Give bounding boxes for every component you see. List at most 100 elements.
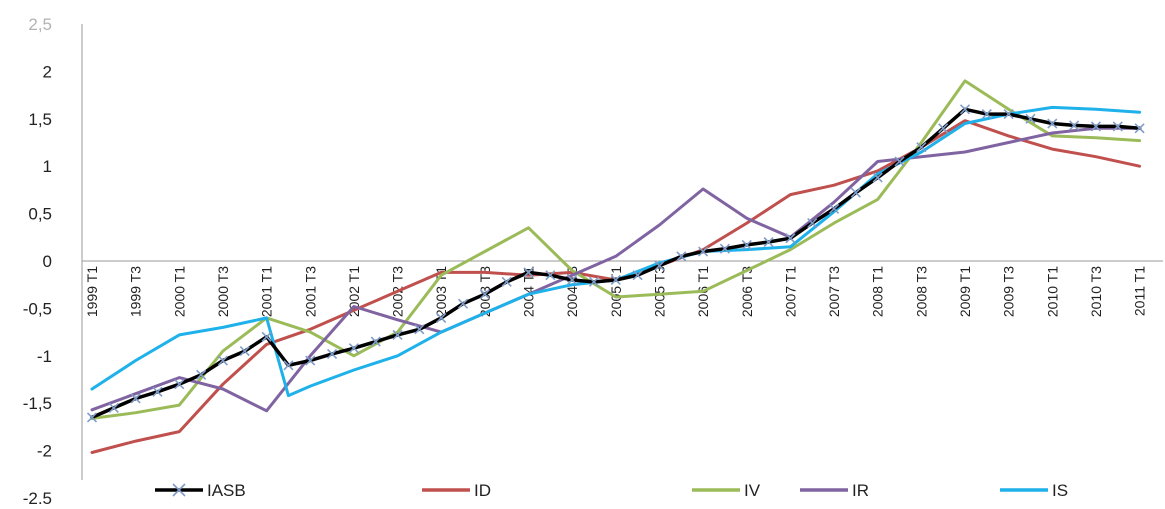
x-tick-label: 2000 T3 — [215, 266, 231, 317]
y-tick-label: 1,5 — [28, 110, 52, 129]
data-point-marker — [457, 298, 469, 309]
data-point-marker — [174, 379, 185, 390]
x-tick-label: 2008 T1 — [870, 266, 886, 317]
series-line-iv — [90, 79, 1142, 420]
y-tick-label: -1 — [37, 347, 52, 366]
y-tick-label: -2 — [37, 442, 52, 461]
data-point-marker — [152, 386, 163, 397]
series-line-is — [90, 105, 1142, 398]
data-point-marker — [785, 233, 796, 244]
data-point-marker — [719, 243, 730, 254]
legend-label-iasb: IASB — [207, 481, 246, 500]
data-point-marker — [217, 355, 229, 366]
x-tick-label: 2010 T1 — [1044, 266, 1060, 317]
y-axis: -2,5 -2 -1,5 -1 -0,5 0 0,5 1 1,5 2 2,5 — [23, 15, 83, 508]
data-point-marker — [654, 260, 665, 271]
y-tick-label: -0,5 — [23, 299, 52, 318]
data-point-marker — [1069, 120, 1080, 131]
data-point-marker — [348, 343, 359, 354]
data-point-marker — [545, 270, 556, 281]
data-point-marker — [807, 218, 818, 229]
y-tick-label: -1,5 — [23, 394, 52, 413]
x-tick-label: 2010 T3 — [1088, 266, 1104, 317]
x-tick-label: 2008 T3 — [913, 266, 929, 317]
data-point-marker — [305, 355, 316, 366]
x-tick-label: 2005 T3 — [651, 266, 667, 317]
y-tick-label: 0,5 — [28, 205, 52, 224]
x-tick-label: 2005 T1 — [608, 266, 624, 317]
legend-item-iasb: IASB — [155, 481, 246, 500]
x-tick-label: 2003 T3 — [477, 266, 493, 317]
y-tick-label: 2 — [43, 62, 52, 81]
data-point-marker — [850, 187, 861, 198]
legend-marker-iasb — [172, 483, 186, 497]
legend-label-ir: IR — [852, 481, 869, 500]
data-point-marker — [130, 393, 141, 404]
legend-label-iv: IV — [744, 481, 761, 500]
data-point-marker — [370, 336, 381, 347]
data-point-marker — [86, 412, 98, 423]
data-point-marker — [698, 246, 709, 257]
x-tick-label: 2011 T1 — [1132, 266, 1148, 316]
x-tick-label: 2001 T3 — [302, 266, 318, 317]
data-point-marker — [501, 276, 512, 287]
legend-label-is: IS — [1052, 481, 1068, 500]
series-line-ir — [90, 126, 1142, 413]
legend-item-id: ID — [422, 481, 491, 500]
data-point-marker — [741, 239, 752, 250]
data-point-marker — [763, 236, 774, 248]
data-point-marker — [523, 267, 534, 278]
data-point-marker — [828, 203, 840, 214]
x-tick-label: 2009 T1 — [957, 266, 973, 317]
series-line-iasb — [90, 107, 1142, 420]
x-tick-label: 1999 T1 — [84, 266, 100, 317]
series-layer — [86, 79, 1145, 454]
data-point-marker — [1047, 118, 1058, 129]
legend-item-ir: IR — [800, 481, 869, 500]
y-tick-label: 2,5 — [28, 15, 52, 34]
data-point-marker — [676, 251, 687, 262]
data-point-marker — [959, 104, 971, 115]
data-point-marker — [894, 156, 905, 167]
x-axis: 1999 T1 1999 T3 2000 T1 2000 T3 2001 T1 2001 … — [82, 260, 1163, 317]
legend-item-iv: IV — [692, 481, 761, 500]
data-point-marker — [1112, 121, 1123, 132]
data-point-marker — [916, 142, 927, 153]
data-point-marker — [239, 345, 250, 357]
data-point-marker — [108, 402, 119, 414]
data-point-marker — [392, 329, 403, 341]
x-tick-label: 1999 T3 — [128, 266, 144, 317]
data-point-marker — [938, 123, 949, 134]
data-point-marker — [981, 108, 992, 120]
data-point-marker — [196, 369, 207, 380]
y-tick-label: -2,5 — [23, 489, 52, 504]
x-tick-label: 2002 T1 — [346, 266, 362, 317]
x-tick-label: 2004 T1 — [521, 266, 537, 317]
data-point-marker — [479, 289, 490, 300]
legend-item-is: IS — [1000, 481, 1068, 500]
data-point-marker — [1025, 113, 1036, 124]
data-point-marker — [632, 270, 643, 281]
x-tick-label: 2000 T1 — [171, 266, 187, 317]
legend-label-id: ID — [474, 481, 491, 500]
x-tick-label: 2007 T3 — [826, 266, 842, 317]
data-point-marker — [283, 360, 294, 371]
x-tick-label: 2009 T3 — [1001, 266, 1017, 317]
x-tick-label: 2007 T1 — [782, 266, 798, 317]
legend: IASB ID IV IR IS — [155, 481, 1068, 500]
data-point-marker — [610, 274, 621, 286]
data-point-marker — [1090, 121, 1102, 132]
data-point-marker — [1003, 108, 1014, 120]
data-point-marker — [588, 276, 600, 287]
data-point-marker — [436, 312, 447, 323]
data-point-marker — [414, 324, 425, 335]
data-point-marker — [261, 331, 272, 342]
x-tick-label: 2001 T1 — [259, 266, 275, 317]
data-point-marker — [327, 348, 338, 359]
data-point-marker — [872, 172, 883, 183]
data-point-marker — [1134, 123, 1145, 134]
data-point-marker — [567, 274, 578, 286]
x-tick-label: 2006 T3 — [739, 266, 755, 317]
